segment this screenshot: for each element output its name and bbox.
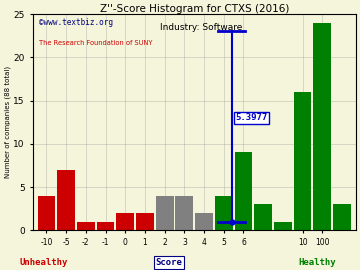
Bar [215,196,233,230]
Text: Healthy: Healthy [298,258,336,267]
Bar [77,222,95,230]
Bar [254,204,272,230]
Bar [235,153,252,230]
Title: Z''-Score Histogram for CTXS (2016): Z''-Score Histogram for CTXS (2016) [99,4,289,14]
Bar [195,213,213,230]
Bar [333,204,351,230]
Text: Unhealthy: Unhealthy [19,258,67,267]
Y-axis label: Number of companies (88 total): Number of companies (88 total) [4,66,11,178]
Text: 5.3977: 5.3977 [235,113,268,122]
Bar [156,196,174,230]
Bar [175,196,193,230]
Text: ©www.textbiz.org: ©www.textbiz.org [39,18,113,28]
Text: Score: Score [156,258,183,267]
Bar [57,170,75,230]
Text: Industry: Software: Industry: Software [161,23,243,32]
Text: The Research Foundation of SUNY: The Research Foundation of SUNY [39,40,153,46]
Bar [136,213,154,230]
Bar [314,23,331,230]
Bar [37,196,55,230]
Bar [116,213,134,230]
Bar [96,222,114,230]
Bar [274,222,292,230]
Bar [294,92,311,230]
